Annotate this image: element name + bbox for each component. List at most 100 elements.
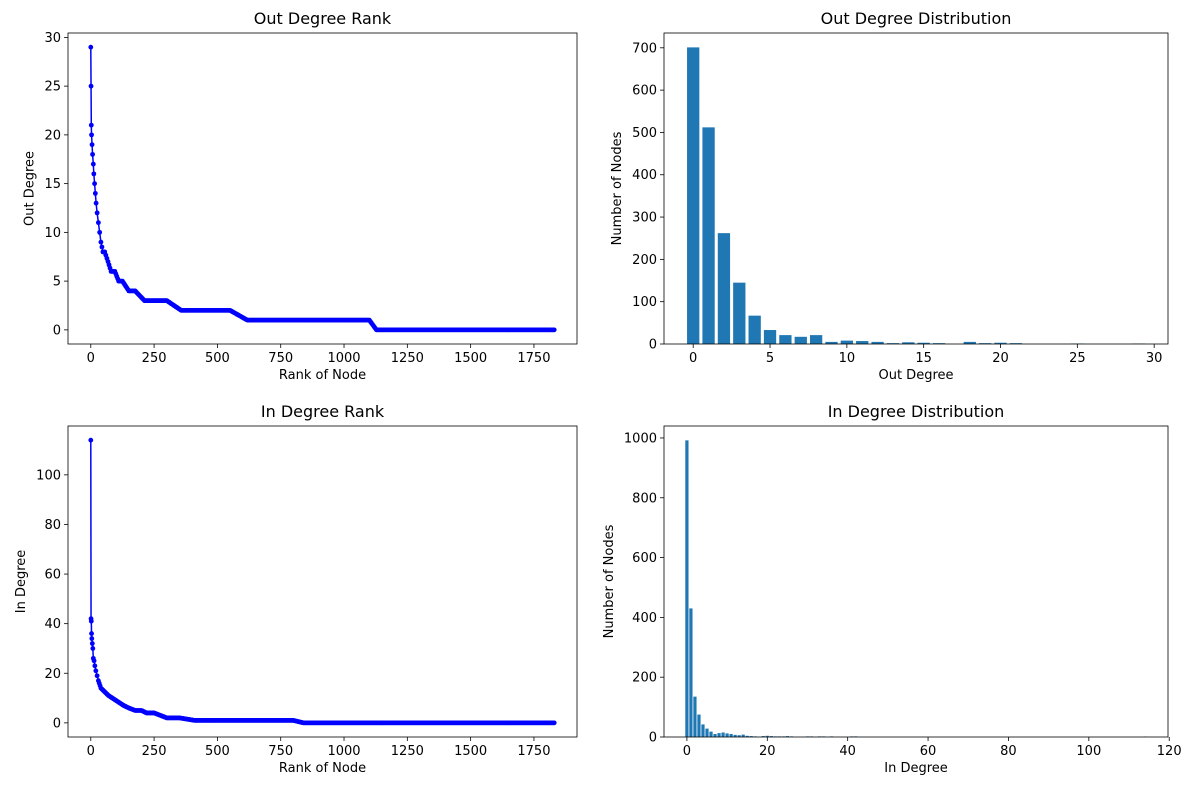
y-tick-label: 100 (36, 468, 61, 483)
x-tick-label: 80 (1000, 744, 1017, 759)
bar (709, 731, 713, 737)
x-tick-label: 1250 (391, 351, 424, 366)
x-axis-label: Rank of Node (279, 761, 366, 776)
bar (871, 341, 884, 344)
data-point (89, 636, 95, 641)
chart-title: Out Degree Distribution (821, 9, 1012, 28)
axes-frame (67, 32, 578, 345)
y-tick-label: 80 (44, 518, 61, 533)
x-tick-label: 15 (915, 351, 932, 366)
x-tick-label: 20 (759, 744, 776, 759)
bar (749, 736, 753, 737)
y-tick-label: 20 (44, 128, 61, 143)
data-point (89, 641, 95, 646)
axes-frame (663, 425, 1169, 738)
x-tick-label: 120 (1157, 744, 1182, 759)
chart-title: In Degree Rank (261, 402, 385, 421)
y-tick-label: 25 (44, 80, 61, 95)
y-tick-label: 0 (53, 323, 61, 338)
x-tick-label: 1750 (517, 744, 550, 759)
data-point (88, 618, 94, 624)
data-point (551, 720, 557, 726)
bar (697, 714, 701, 737)
x-tick-label: 1250 (391, 744, 424, 759)
x-tick-label: 1750 (517, 351, 550, 366)
y-tick-label: 40 (44, 617, 61, 632)
x-tick-label: 0 (87, 351, 95, 366)
x-tick-label: 0 (683, 744, 691, 759)
bar (794, 336, 807, 344)
data-point (90, 151, 95, 157)
y-tick-label: 800 (632, 491, 657, 506)
axes-frame (663, 32, 1169, 345)
data-point (97, 229, 103, 235)
y-tick-label: 0 (649, 731, 657, 746)
data-point (88, 437, 94, 443)
x-tick-label: 250 (142, 351, 167, 366)
data-point (88, 44, 94, 50)
bar (693, 696, 697, 737)
data-point (89, 142, 95, 148)
y-axis-label: In Degree (14, 550, 29, 614)
x-tick-label: 1500 (454, 351, 487, 366)
series-line (90, 47, 555, 331)
y-tick-label: 0 (649, 338, 657, 353)
bar (902, 342, 915, 344)
y-tick-label: 700 (632, 41, 657, 56)
chart-panel-3: 0 250 500 750 1000 1250 1500 1750 0 20 40 60 80 100 In… (14, 402, 578, 776)
x-tick-label: 750 (268, 744, 293, 759)
bar (717, 733, 721, 737)
x-axis-label: In Degree (884, 761, 948, 776)
chart-panel-4: 0 20 40 60 80 100 120 0 200 400 600 800 1000 In Degre… (602, 402, 1182, 776)
y-tick-label: 600 (632, 84, 657, 99)
x-axis-label: Rank of Node (279, 368, 366, 383)
bar (765, 735, 769, 737)
y-axis-label: Out Degree (22, 151, 37, 226)
bar (705, 728, 709, 737)
x-tick-label: 250 (142, 744, 167, 759)
bar (737, 735, 741, 737)
bar (785, 736, 789, 737)
y-tick-label: 60 (44, 568, 61, 583)
data-point (551, 327, 557, 333)
y-tick-label: 15 (44, 177, 61, 192)
bar (963, 341, 976, 344)
plot-area (687, 47, 1145, 344)
y-axis-label: Number of Nodes (602, 524, 617, 638)
x-tick-label: 500 (205, 744, 230, 759)
bar (932, 343, 946, 344)
y-tick-label: 400 (632, 168, 657, 183)
axes-frame (67, 425, 578, 738)
bar (979, 343, 992, 344)
x-tick-label: 60 (920, 744, 937, 759)
data-point (90, 161, 96, 167)
y-tick-label: 10 (44, 226, 61, 241)
bar (713, 734, 717, 737)
bar (725, 733, 729, 737)
y-tick-label: 100 (632, 295, 657, 310)
data-point (93, 668, 99, 674)
data-point (98, 239, 104, 245)
bar (886, 343, 900, 344)
data-point (94, 673, 100, 679)
y-tick-label: 300 (632, 211, 657, 226)
bar (689, 608, 693, 737)
data-point (92, 190, 98, 196)
data-point (92, 181, 97, 187)
x-tick-label: 40 (839, 744, 856, 759)
x-axis-label: Out Degree (878, 368, 953, 383)
bar (717, 233, 731, 344)
y-tick-label: 1000 (624, 431, 657, 446)
data-point (95, 220, 101, 226)
chart-title: Out Degree Rank (254, 9, 392, 28)
bar (856, 341, 869, 344)
bar (748, 315, 761, 344)
x-tick-label: 10 (839, 351, 856, 366)
chart-panel-1: 0 250 500 750 1000 1250 1500 1750 0 5 10 15 20 25 30 Ou… (22, 9, 578, 383)
bar (763, 330, 777, 344)
x-tick-label: 100 (1076, 744, 1101, 759)
x-tick-label: 5 (766, 351, 774, 366)
y-tick-label: 200 (632, 671, 657, 686)
x-tick-label: 20 (992, 351, 1009, 366)
